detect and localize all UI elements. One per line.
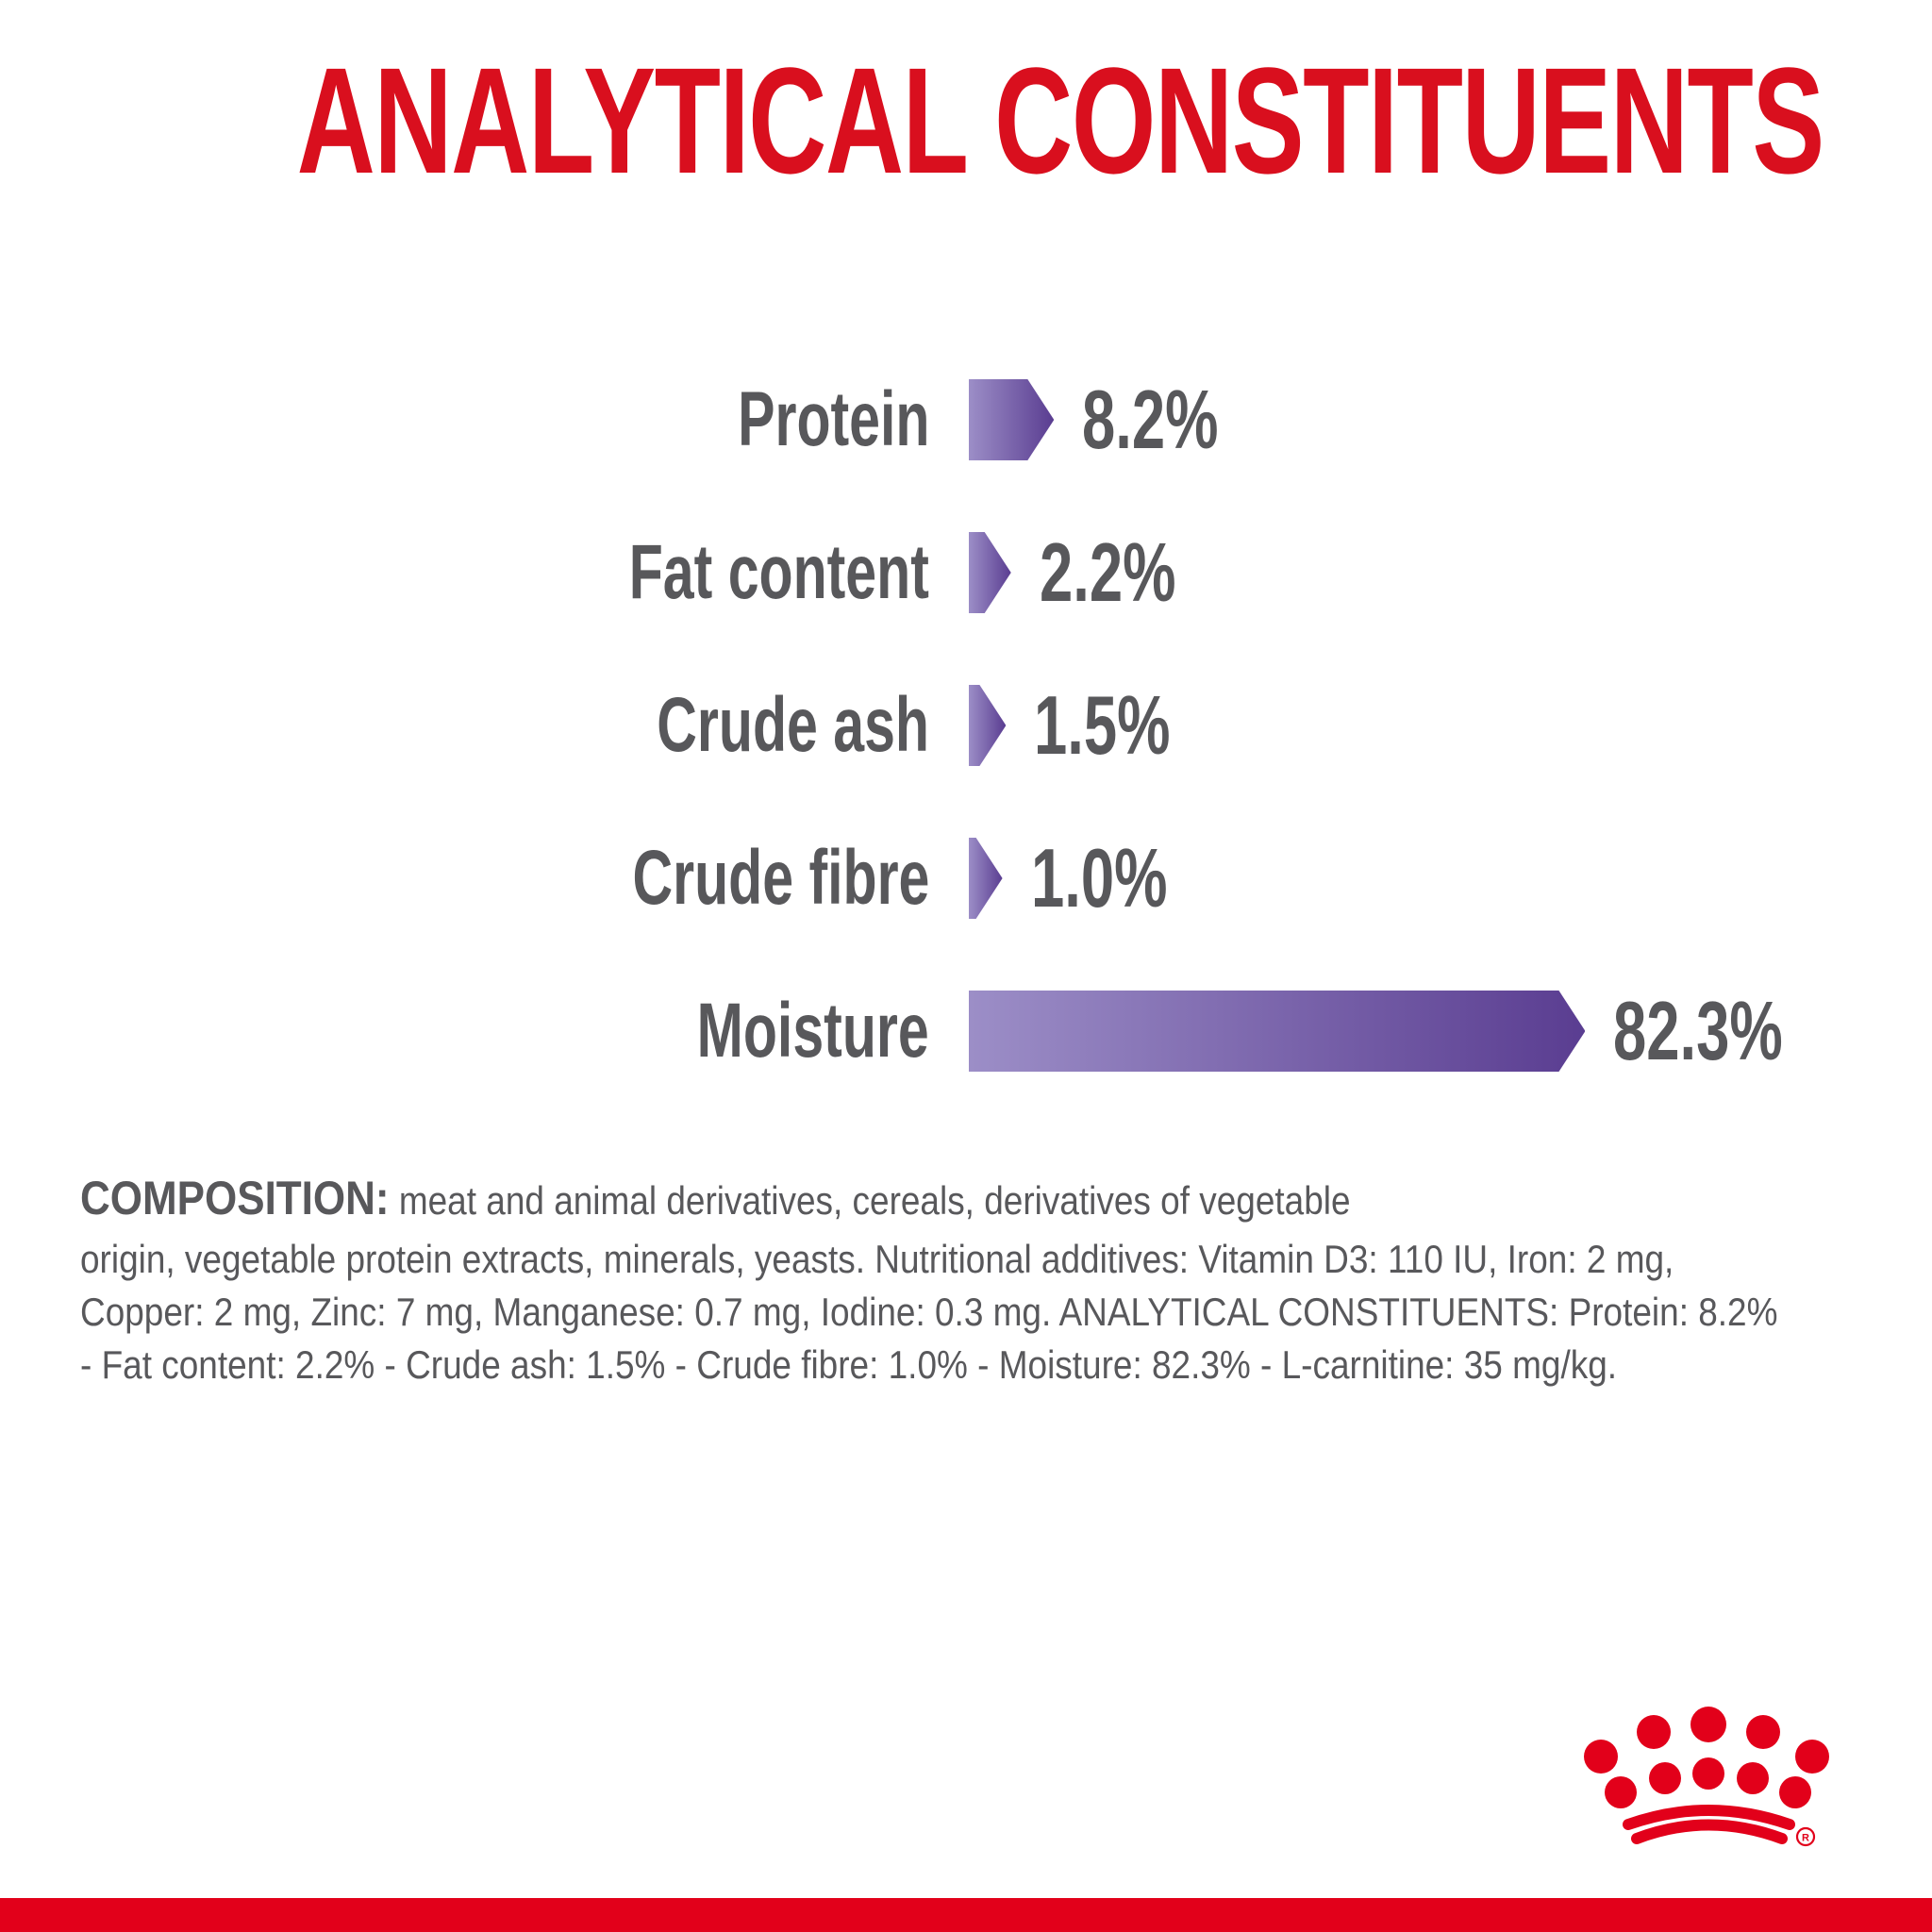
- footer-red-bar: [0, 1898, 1932, 1932]
- constituent-value-cell: 2.2%: [1040, 525, 1229, 621]
- constituent-bar: [969, 838, 1003, 919]
- constituent-value: 8.2%: [1082, 373, 1219, 466]
- constituent-label: Protein: [737, 376, 929, 462]
- composition-line: Copper: 2 mg, Zinc: 7 mg, Manganese: 0.7…: [80, 1290, 1778, 1334]
- constituent-bar: [969, 379, 1054, 460]
- composition-line: COMPOSITION: meat and animal derivatives…: [80, 1172, 1674, 1227]
- registered-trademark-icon: R: [1795, 1826, 1816, 1847]
- constituent-label-cell: Crude fibre: [0, 834, 929, 923]
- constituent-label: Fat content: [628, 529, 929, 615]
- constituent-bar: [969, 532, 1011, 613]
- constituent-bar: [969, 991, 1585, 1072]
- constituent-bar: [969, 685, 1006, 766]
- composition-line: origin, vegetable protein extracts, mine…: [80, 1237, 1674, 1281]
- constituent-label: Crude ash: [657, 682, 929, 768]
- constituent-value: 1.5%: [1034, 678, 1171, 772]
- constituent-value: 82.3%: [1613, 984, 1784, 1077]
- royal-canin-crown-logo: R: [1584, 1707, 1829, 1847]
- composition-heading: COMPOSITION:: [80, 1172, 390, 1224]
- chart-row: Crude fibre 1.0%: [0, 802, 1932, 955]
- chart-row: Protein 8.2%: [0, 343, 1932, 496]
- constituent-label: Crude fibre: [632, 835, 929, 921]
- constituent-value: 2.2%: [1039, 525, 1176, 619]
- chart-row: Fat content 2.2%: [0, 496, 1932, 649]
- constituent-value-cell: 1.5%: [1034, 677, 1224, 774]
- crown-dots: [1584, 1707, 1829, 1808]
- crown-arcs: [1623, 1805, 1795, 1844]
- svg-text:R: R: [1802, 1833, 1809, 1844]
- chart-row: Moisture 82.3%: [0, 955, 1932, 1108]
- constituent-label-cell: Protein: [0, 375, 929, 464]
- composition-text-block: COMPOSITION: meat and animal derivatives…: [80, 1172, 1891, 1391]
- chart-row: Crude ash 1.5%: [0, 649, 1932, 802]
- constituent-label-cell: Crude ash: [0, 681, 929, 770]
- constituent-label: Moisture: [696, 988, 929, 1074]
- constituent-value-cell: 8.2%: [1082, 372, 1272, 468]
- constituent-label-cell: Moisture: [0, 987, 929, 1075]
- composition-line: - Fat content: 2.2% - Crude ash: 1.5% - …: [80, 1342, 1618, 1387]
- constituent-label-cell: Fat content: [0, 528, 929, 617]
- constituent-value-cell: 1.0%: [1031, 830, 1221, 926]
- page-title: ANALYTICAL CONSTITUENTS: [0, 45, 1932, 196]
- constituents-bar-chart: Protein 8.2% Fat content 2.2% Crude ash …: [0, 343, 1932, 1108]
- page-title-text: ANALYTICAL CONSTITUENTS: [296, 36, 1825, 205]
- constituent-value: 1.0%: [1030, 831, 1168, 924]
- composition-line-text: meat and animal derivatives, cereals, de…: [389, 1178, 1351, 1223]
- constituent-value-cell: 82.3%: [1613, 983, 1849, 1079]
